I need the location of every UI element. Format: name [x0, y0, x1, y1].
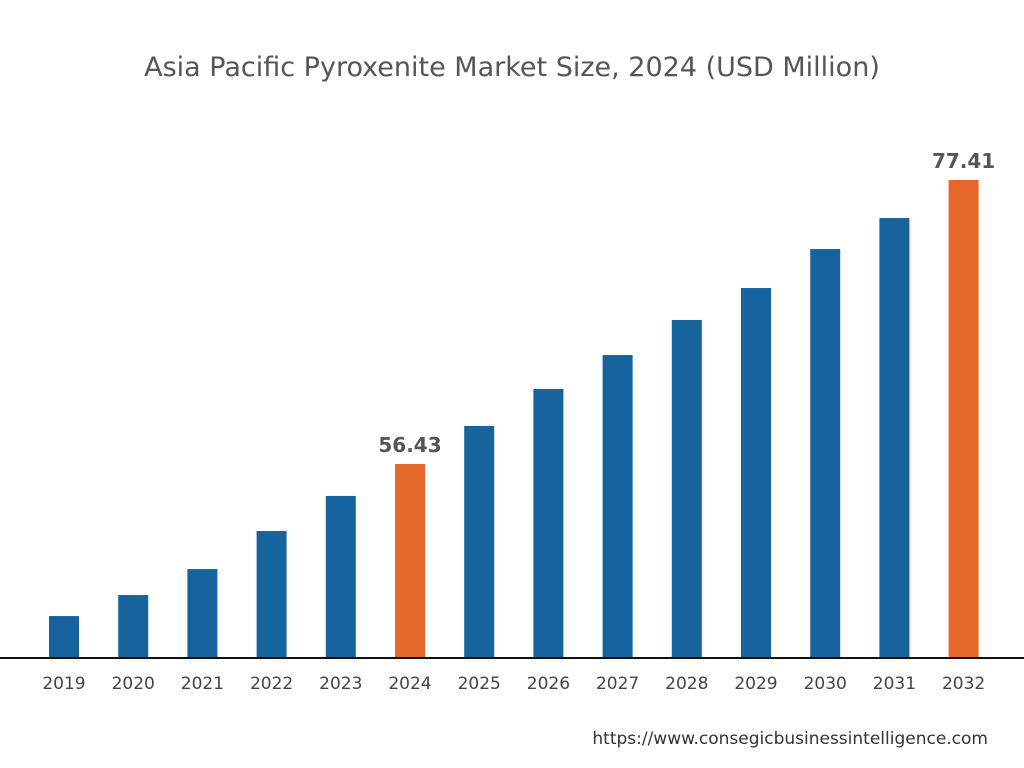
bar-2023	[325, 495, 356, 658]
bar-2031	[879, 218, 910, 658]
x-tick-label: 2020	[112, 674, 155, 694]
bar-2032	[948, 180, 979, 658]
x-tick-label: 2025	[458, 674, 501, 694]
x-tick-label: 2031	[873, 674, 916, 694]
x-tick-label: 2026	[527, 674, 570, 694]
x-tick-label: 2019	[42, 674, 85, 694]
bar-2021	[187, 569, 218, 658]
bar-2027	[602, 355, 633, 658]
x-tick-label: 2024	[388, 674, 431, 694]
chart-title: Asia Pacific Pyroxenite Market Size, 202…	[144, 52, 880, 83]
data-label-2032: 77.41	[932, 149, 995, 173]
bar-2019	[49, 616, 79, 658]
x-tick-label: 2023	[319, 674, 362, 694]
source-url: https://www.consegicbusinessintelligence…	[592, 729, 988, 749]
bar-2030	[810, 249, 841, 659]
bar-2026	[533, 389, 564, 658]
x-tick-label: 2030	[804, 674, 847, 694]
x-tick-label: 2027	[596, 674, 639, 694]
x-tick-label: 2029	[734, 674, 777, 694]
x-tick-label: 2022	[250, 674, 293, 694]
data-label-2024: 56.43	[378, 433, 441, 457]
bar-2025	[464, 425, 495, 658]
bar-2028	[671, 319, 702, 658]
bar-2024	[395, 464, 425, 658]
x-tick-label: 2032	[942, 674, 985, 694]
bar-2029	[741, 288, 771, 658]
x-tick-label: 2021	[181, 674, 224, 694]
bar-2022	[256, 531, 287, 658]
bar-2020	[118, 595, 149, 658]
x-tick-label: 2028	[665, 674, 708, 694]
